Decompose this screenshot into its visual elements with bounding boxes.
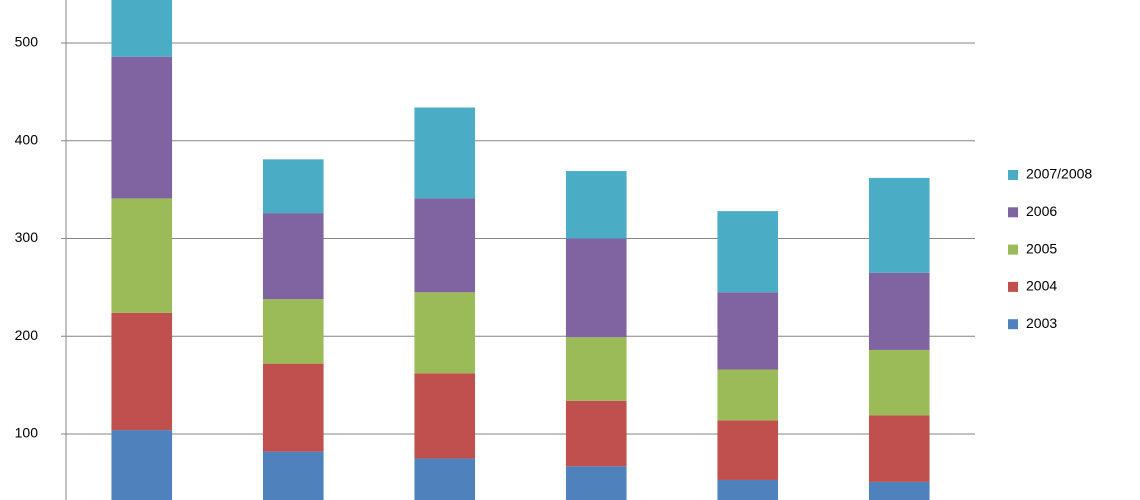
bar-segment	[868, 415, 930, 482]
bar-segment	[414, 107, 476, 199]
bar-segment	[565, 171, 627, 239]
bar-segment	[262, 299, 324, 364]
legend-swatch	[1008, 244, 1018, 255]
y-tick-label: 200	[15, 327, 39, 343]
y-tick-label: 300	[15, 229, 39, 245]
legend-label: 2006	[1026, 203, 1057, 219]
bar-segment	[414, 198, 476, 293]
bar-segment	[717, 211, 779, 293]
legend-swatch	[1008, 281, 1018, 292]
bar-segment	[414, 373, 476, 459]
legend-label: 2005	[1026, 240, 1057, 256]
bar-segment	[111, 56, 173, 199]
legend-label: 2003	[1026, 315, 1057, 331]
bar-segment	[262, 363, 324, 452]
bar-segment	[717, 479, 779, 500]
legend-label: 2007/2008	[1026, 166, 1092, 182]
bar-segment	[111, 430, 173, 500]
y-tick-label: 400	[15, 131, 39, 147]
bar-segment	[262, 159, 324, 214]
bar-segment	[717, 369, 779, 421]
y-tick-label: 100	[15, 425, 39, 441]
bar-segment	[565, 337, 627, 401]
bar-segment	[111, 312, 173, 431]
bar-segment	[414, 458, 476, 500]
bar-segment	[868, 177, 930, 273]
bar-segment	[717, 420, 779, 480]
bar-segment	[262, 451, 324, 500]
legend-swatch	[1008, 207, 1018, 218]
bar-segment	[262, 213, 324, 300]
bar-segment	[414, 292, 476, 374]
legend-label: 2004	[1026, 278, 1057, 294]
bar-segment	[565, 238, 627, 338]
bar-segment	[868, 272, 930, 350]
bar-segment	[868, 481, 930, 500]
bar-segment	[717, 292, 779, 370]
y-tick-label: 500	[15, 34, 39, 50]
bar-segment	[565, 466, 627, 500]
bar-segment	[111, 198, 173, 313]
bar-segment	[111, 0, 173, 57]
bar-segment	[565, 400, 627, 467]
legend-swatch	[1008, 170, 1018, 180]
bar-segment	[868, 349, 930, 416]
legend-swatch	[1008, 319, 1018, 330]
